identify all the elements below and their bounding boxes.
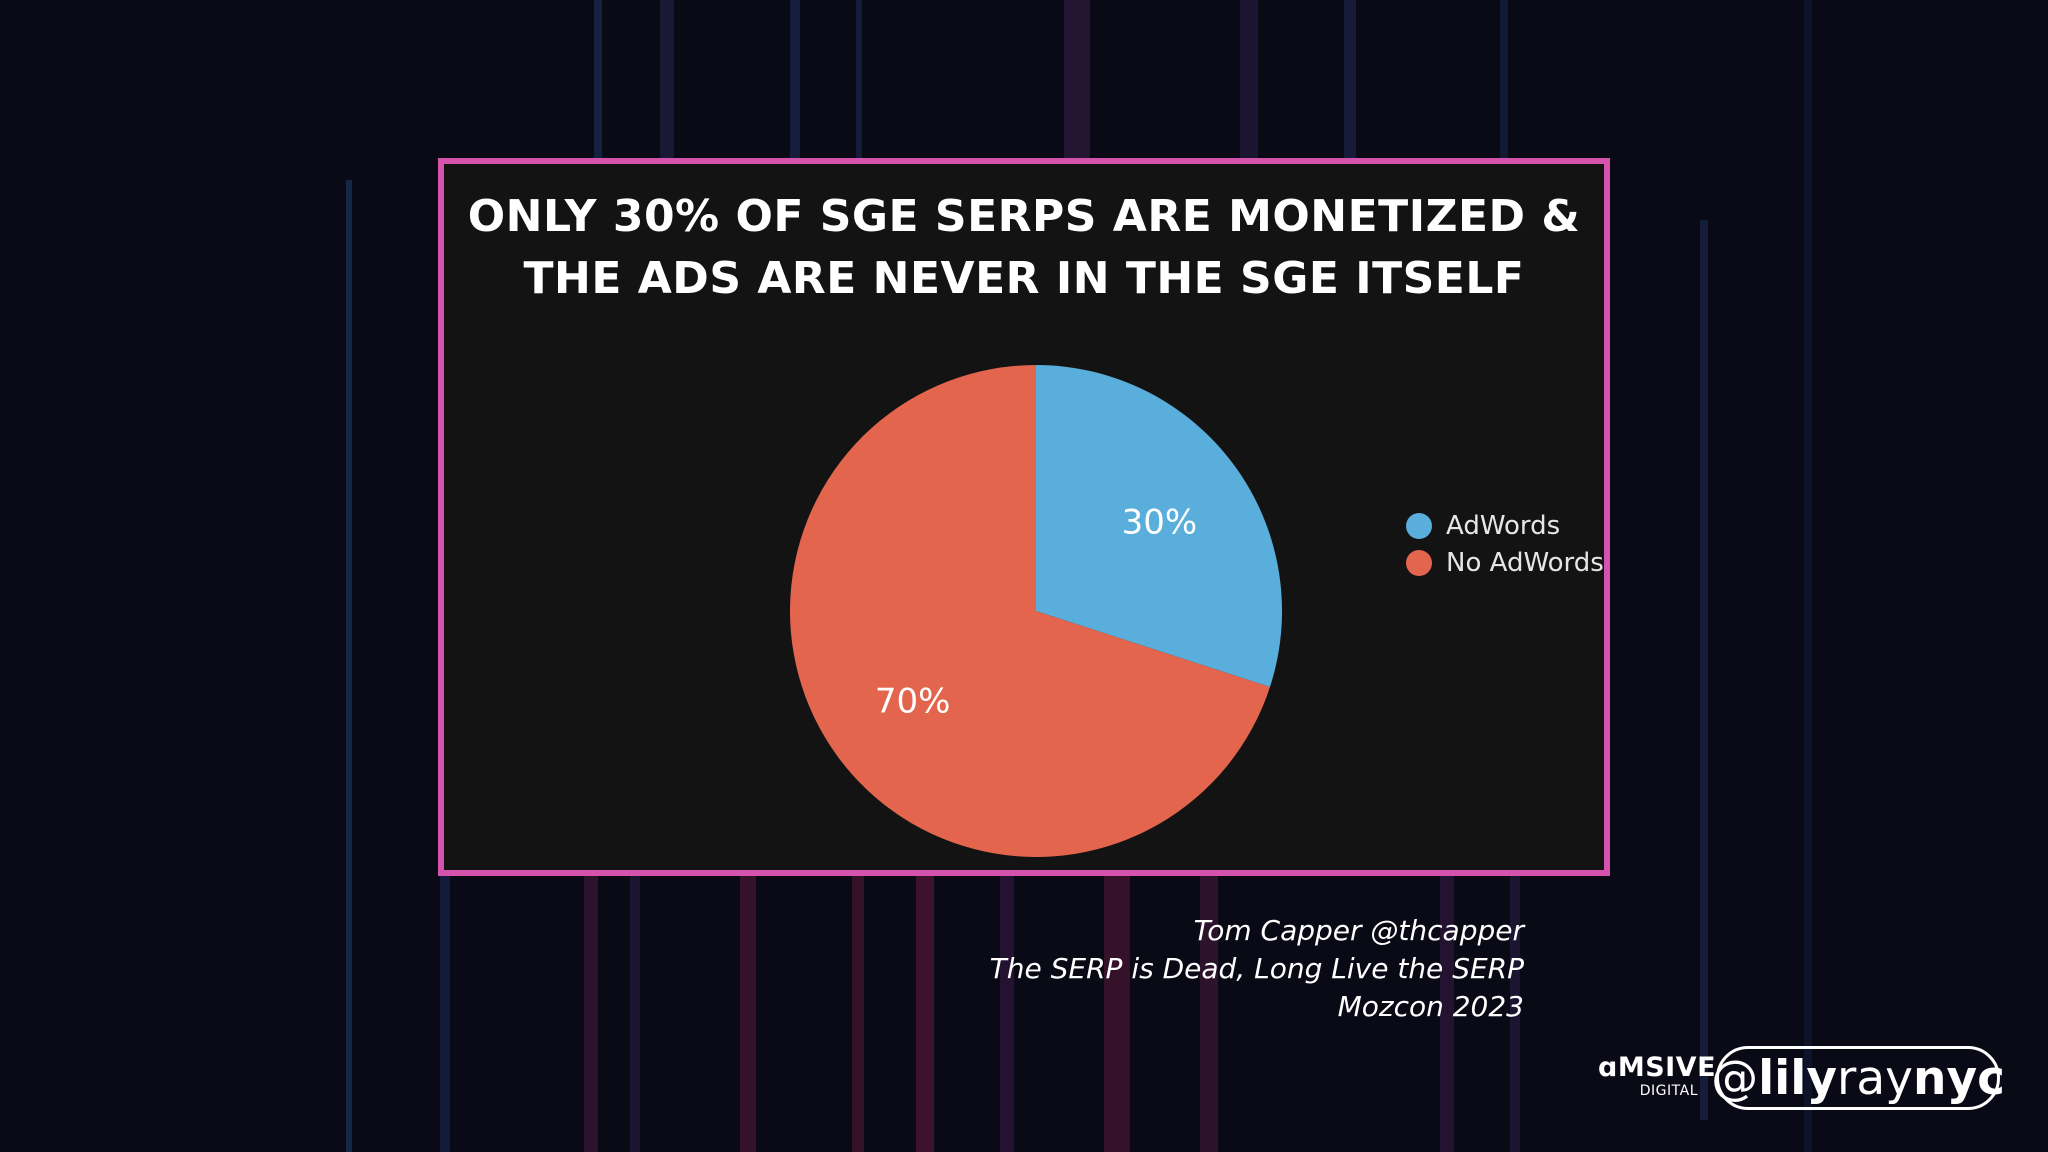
chart-title-line-2: THE ADS ARE NEVER IN THE SGE ITSELF	[523, 253, 1525, 304]
handle-part-3: nyc	[1912, 1050, 2005, 1106]
amsive-digital-logo: ɑMSIVE DIGITAL	[1598, 1052, 1717, 1100]
social-handle-badge: @ lily ray nyc	[1711, 1046, 2005, 1110]
chart-legend: AdWords No AdWords	[1406, 507, 1604, 581]
credit-event: Mozcon 2023	[1337, 990, 1524, 1023]
legend-swatch-adwords	[1406, 512, 1432, 539]
chart-title: ONLY 30% OF SGE SERPS ARE MONETIZED & TH…	[444, 186, 1604, 310]
pie-label-adwords: 30%	[1122, 502, 1198, 542]
handle-part-1: lily	[1758, 1050, 1838, 1106]
pie-slice-adwords	[1036, 365, 1282, 688]
legend-item-adwords: AdWords	[1406, 507, 1604, 544]
legend-label-adwords: AdWords	[1446, 510, 1561, 541]
pie-label-no-adwords: 70%	[875, 682, 951, 722]
pie-chart: 30% 70%	[790, 365, 1282, 858]
legend-swatch-no-adwords	[1406, 549, 1432, 576]
pie-slice-no-adwords	[790, 365, 1270, 858]
handle-part-2: ray	[1837, 1050, 1913, 1106]
legend-label-no-adwords: No AdWords	[1446, 547, 1604, 578]
brand-sub: DIGITAL	[1639, 1083, 1698, 1099]
chart-panel: ONLY 30% OF SGE SERPS ARE MONETIZED & TH…	[438, 158, 1610, 876]
brand-name: ɑMSIVE	[1598, 1052, 1717, 1083]
chart-title-line-1: ONLY 30% OF SGE SERPS ARE MONETIZED &	[467, 191, 1581, 242]
credit-talk-title: The SERP is Dead, Long Live the SERP	[989, 952, 1524, 985]
legend-item-no-adwords: No AdWords	[1406, 544, 1604, 581]
source-credits: Tom Capper @thcapper The SERP is Dead, L…	[990, 912, 1524, 1026]
handle-at: @	[1711, 1050, 1759, 1106]
credit-author: Tom Capper @thcapper	[1193, 914, 1524, 947]
